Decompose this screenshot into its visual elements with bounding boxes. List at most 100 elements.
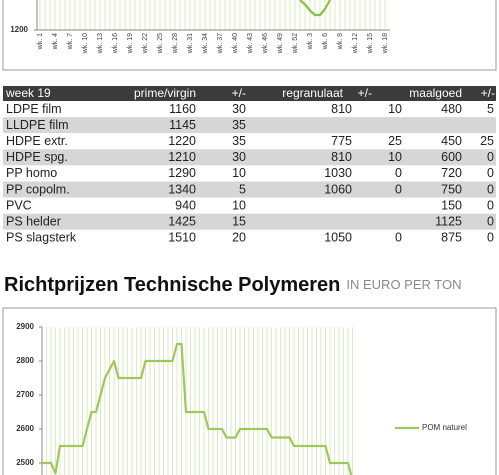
table-row-bg [3,165,496,182]
table-cell: PVC [6,198,32,212]
y-tick-label: 2500 [16,458,34,467]
table-cell: 1510 [168,231,196,245]
table-cell: 15 [232,215,246,229]
table-cell: 150 [441,198,462,212]
table-cell: PP homo [6,166,57,180]
table-cell: PS helder [6,215,61,229]
table-cell: LDPE film [6,102,62,116]
table-cell: 450 [441,134,462,148]
table-cell: 875 [441,231,462,245]
x-tick-label: wk. 31 [187,33,194,54]
top-chart-frame [2,0,497,71]
x-tick-label: wk. 22 [142,33,149,54]
table-cell: 10 [232,166,246,180]
table-cell: 5 [487,102,494,116]
table-cell: 0 [487,166,494,180]
section-unit: IN EURO PER TON [346,277,461,292]
table-cell: 30 [232,102,246,116]
table-row-bg [3,197,496,214]
table-row-bg [3,213,496,230]
x-tick-label: wk. 28 [172,33,179,54]
table-cell: 1425 [168,215,196,229]
table-cell: 10 [388,150,402,164]
table-header-cell: +/- [481,86,495,100]
table-row-bg [3,133,496,150]
x-tick-label: wk. 46 [262,33,269,54]
table-cell: PP copolm. [6,182,70,196]
table-header-bg [3,86,496,101]
table-cell: 0 [487,182,494,196]
x-tick-label: wk. 10 [82,33,89,54]
table-cell: 810 [331,150,352,164]
table-cell: 1290 [168,166,196,180]
table-cell: 600 [441,150,462,164]
table-cell: 30 [232,150,246,164]
table-cell: 5 [239,182,246,196]
table-cell: LLDPE film [6,118,69,132]
table-cell: 750 [441,182,462,196]
x-tick-label: wk. 4 [52,33,59,50]
table-cell: 35 [232,134,246,148]
table-cell: 20 [232,231,246,245]
x-tick-label: wk. 25 [157,33,164,54]
x-tick-label: wk. 13 [97,33,104,54]
table-row-bg [3,101,496,118]
table-cell: 1220 [168,134,196,148]
x-tick-label: wk. 49 [277,33,284,54]
table-cell: 1030 [324,166,352,180]
x-tick-label: wk. 7 [67,33,74,50]
table-cell: HDPE spg. [6,150,68,164]
table-cell: 35 [232,118,246,132]
y-tick-label: 2700 [16,390,34,399]
table-row-bg [3,149,496,166]
x-tick-label: wk. 6 [322,33,329,50]
table-cell: HDPE extr. [6,134,68,148]
table-header-cell: +/- [232,86,246,100]
table-cell: PS slagsterk [6,231,77,245]
table-cell: 0 [487,150,494,164]
table-cell: 1125 [435,215,462,229]
table-header-cell: prime/virgin [134,86,196,100]
data-line [42,342,353,475]
table-cell: 0 [395,166,402,180]
y-tick-label: 2900 [16,322,34,331]
table-cell: 1050 [324,231,352,245]
table-row-bg [3,229,496,246]
table-cell: 10 [232,198,246,212]
x-tick-label: wk. 37 [217,33,224,54]
section-title: Richtprijzen Technische Polymeren IN EURO… [4,274,462,296]
table-cell: 480 [441,102,462,116]
table-cell: 1060 [324,182,352,196]
x-tick-label: wk. 9 [337,33,344,50]
y-tick-label: 1200 [10,25,28,34]
table-cell: 25 [388,134,402,148]
x-tick-label: wk. 12 [352,33,359,54]
x-tick-label: wk. 1 [37,33,44,50]
y-tick-label: 2800 [16,356,34,365]
x-tick-label: wk. 52 [292,33,299,54]
table-cell: 1145 [169,118,196,132]
table-header-cell: maalgoed [409,86,462,100]
y-tick-label: 2600 [16,424,34,433]
table-cell: 1210 [168,150,196,164]
section-title-text: Richtprijzen Technische Polymeren [4,274,340,296]
x-tick-label: wk. 15 [367,33,374,54]
x-tick-label: wk. 40 [232,33,239,54]
table-header-cell: week 19 [5,86,51,100]
table-header-cell: regranulaat [282,86,343,100]
x-tick-label: wk. 43 [247,33,254,54]
table-cell: 0 [487,215,494,229]
table-header-cell: +/- [358,86,372,100]
table-cell: 940 [175,198,196,212]
table-row-bg [3,181,496,198]
data-line [299,0,331,17]
table-cell: 720 [441,166,462,180]
table-cell: 1160 [169,102,196,116]
x-tick-label: wk. 16 [112,33,119,54]
bottom-chart-frame [2,307,497,475]
x-tick-label: wk. 34 [202,33,209,54]
x-tick-label: wk. 18 [382,33,389,54]
table-cell: 775 [331,134,352,148]
table-cell: 1340 [168,182,196,196]
